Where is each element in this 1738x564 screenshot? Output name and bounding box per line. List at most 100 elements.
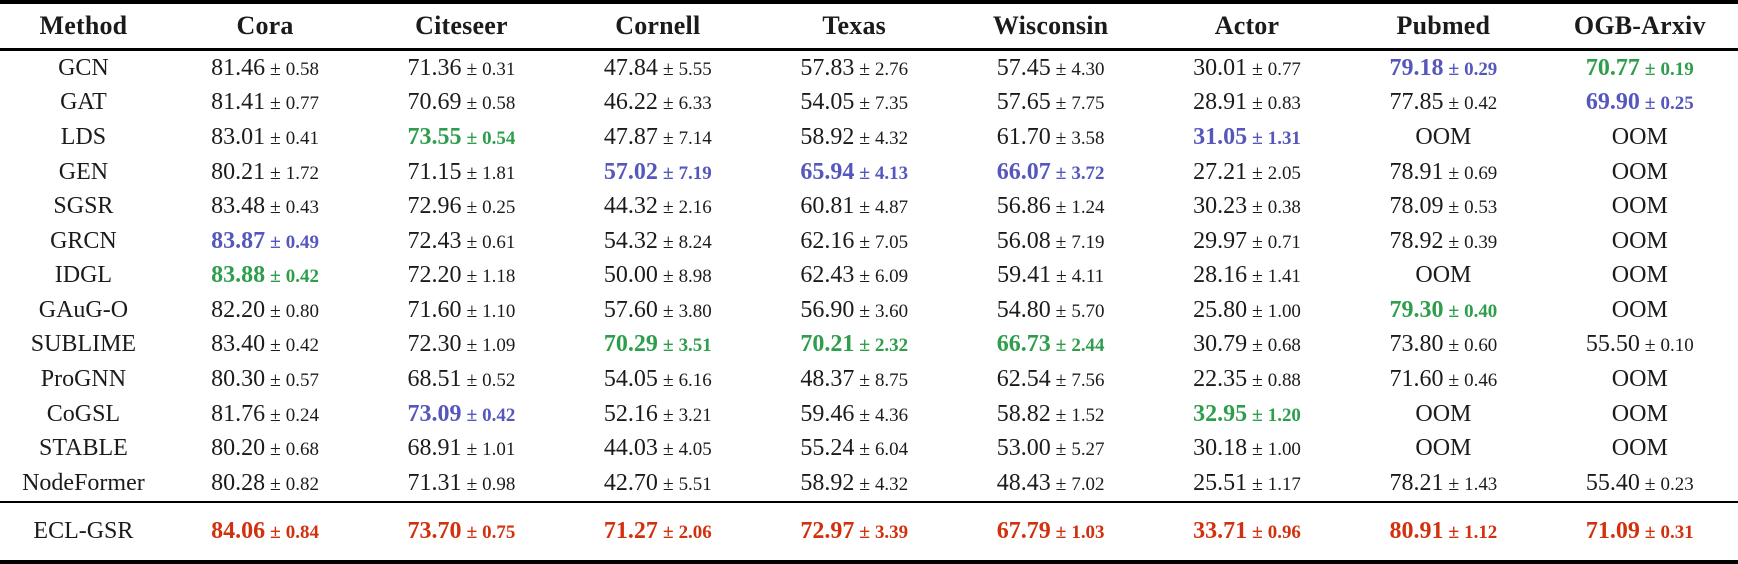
- table-row-lds: LDS 83.01 ± 0.41 73.55 ± 0.54 47.87 ± 7.14 5…: [0, 120, 1738, 155]
- mean-value: 65.94: [800, 158, 855, 185]
- result-cell: 29.97 ± 0.71: [1149, 224, 1345, 259]
- column-header-pubmed: Pubmed: [1345, 2, 1542, 51]
- std-value: 3.72: [1071, 162, 1105, 184]
- std-value: 7.14: [678, 128, 712, 150]
- method-label: LDS: [60, 124, 107, 151]
- std-value: 0.42: [285, 335, 319, 357]
- result-cell: 55.24 ± 6.04: [756, 431, 952, 466]
- plus-minus-symbol: ±: [1247, 438, 1268, 461]
- plus-minus-symbol: ±: [461, 92, 483, 115]
- column-header-citeseer: Citeseer: [363, 2, 560, 51]
- std-value: 0.24: [285, 404, 319, 426]
- result-cell: 83.48 ± 0.43: [167, 189, 363, 224]
- mean-value: 83.88: [211, 262, 266, 289]
- std-value: 7.05: [874, 231, 909, 253]
- result-cell: 84.06 ± 0.84: [166, 500, 364, 562]
- plus-minus-symbol: ±: [657, 230, 679, 253]
- std-value: 0.88: [1267, 369, 1301, 391]
- plus-minus-symbol: ±: [1639, 57, 1661, 80]
- mean-value: 57.02: [603, 158, 658, 185]
- plus-minus-symbol: ±: [1050, 196, 1072, 219]
- column-header-cornell: Cornell: [559, 2, 757, 51]
- mean-value: 48.43: [996, 469, 1051, 496]
- std-value: 0.60: [1464, 335, 1498, 357]
- std-value: 1.18: [482, 266, 516, 288]
- std-value: 0.25: [1660, 93, 1694, 115]
- std-value: 4.11: [1071, 266, 1105, 288]
- mean-value: 71.36: [407, 54, 462, 81]
- result-cell: 71.09 ± 0.31: [1541, 500, 1738, 562]
- result-cell: 79.18 ± 0.29: [1345, 50, 1541, 86]
- result-cell: 58.92 ± 4.32: [756, 466, 952, 502]
- table-row-gen: GEN 80.21 ± 1.72 71.15 ± 1.81 57.02 ± 7.19 6…: [0, 155, 1738, 190]
- std-value: 0.96: [1267, 521, 1301, 543]
- mean-value: 54.32: [603, 227, 658, 254]
- mean-value: 32.95: [1193, 400, 1248, 427]
- mean-value: 52.16: [603, 400, 658, 427]
- mean-value: 50.00: [603, 262, 658, 289]
- std-value: 0.42: [1464, 93, 1498, 115]
- std-value: 0.31: [1660, 521, 1694, 543]
- plus-minus-symbol: ±: [657, 520, 679, 543]
- std-value: 0.29: [1464, 58, 1498, 80]
- plus-minus-symbol: ±: [1247, 196, 1268, 219]
- plus-minus-symbol: ±: [854, 520, 875, 543]
- mean-value: 28.16: [1193, 262, 1248, 289]
- plus-minus-symbol: ±: [265, 127, 286, 150]
- column-header-texas: Texas: [756, 2, 953, 51]
- result-cell: 47.84 ± 5.55: [560, 50, 756, 86]
- std-value: 2.32: [874, 335, 909, 357]
- result-cell: 71.60 ± 0.46: [1345, 362, 1541, 397]
- std-value: 0.40: [1464, 300, 1498, 322]
- std-value: 0.38: [1267, 197, 1301, 219]
- result-cell: 55.50 ± 0.10: [1542, 328, 1738, 363]
- mean-value: 83.01: [211, 124, 266, 151]
- mean-value: 78.09: [1389, 193, 1444, 220]
- mean-value: 78.92: [1389, 227, 1444, 254]
- result-cell: 80.30 ± 0.57: [167, 362, 363, 397]
- std-value: 7.75: [1071, 93, 1105, 115]
- std-value: 0.43: [285, 197, 319, 219]
- plus-minus-symbol: ±: [854, 127, 875, 150]
- std-value: 1.09: [482, 335, 516, 357]
- mean-value: 68.91: [407, 435, 462, 462]
- mean-value: 71.15: [407, 158, 462, 185]
- std-value: 3.51: [678, 335, 712, 357]
- std-value: 1.20: [1267, 404, 1301, 426]
- method-label: GRCN: [50, 227, 117, 254]
- std-value: 0.58: [285, 58, 319, 80]
- mean-value: 47.84: [603, 54, 658, 81]
- mean-value: 82.20: [211, 296, 266, 323]
- plus-minus-symbol: ±: [1443, 161, 1465, 184]
- std-value: 0.84: [285, 521, 319, 543]
- plus-minus-symbol: ±: [1443, 299, 1465, 322]
- std-value: 7.56: [1071, 369, 1105, 391]
- std-value: 0.46: [1464, 369, 1498, 391]
- table-row-gcn: GCN 81.46 ± 0.58 71.36 ± 0.31 47.84 ± 5.55 5…: [0, 50, 1738, 86]
- table-row-sublime: SUBLIME 83.40 ± 0.42 72.30 ± 1.09 70.29 ± 3…: [0, 328, 1738, 363]
- plus-minus-symbol: ±: [1247, 368, 1268, 391]
- std-value: 4.32: [874, 473, 909, 495]
- mean-value: 55.50: [1585, 331, 1640, 358]
- table-row-grcn: GRCN 83.87 ± 0.49 72.43 ± 0.61 54.32 ± 8.24…: [0, 224, 1738, 259]
- std-value: 4.32: [874, 128, 909, 150]
- mean-value: 71.27: [603, 517, 658, 544]
- result-cell: 59.41 ± 4.11: [952, 259, 1148, 294]
- result-cell: 30.79 ± 0.68: [1149, 328, 1345, 363]
- result-cell: 54.32 ± 8.24: [560, 224, 756, 259]
- result-cell: 69.90 ± 0.25: [1542, 86, 1738, 121]
- mean-value: 56.08: [996, 227, 1051, 254]
- result-cell: 48.43 ± 7.02: [952, 466, 1148, 502]
- mean-value: 68.51: [407, 365, 462, 392]
- std-value: 1.31: [1267, 128, 1301, 150]
- result-cell: OOM: [1611, 124, 1668, 151]
- mean-value: 54.05: [800, 89, 855, 116]
- std-value: 0.71: [1267, 231, 1301, 253]
- mean-value: 57.45: [996, 54, 1051, 81]
- std-value: 0.10: [1660, 335, 1694, 357]
- plus-minus-symbol: ±: [461, 230, 483, 253]
- result-cell: 66.07 ± 3.72: [952, 155, 1148, 190]
- result-cell: 73.70 ± 0.75: [363, 500, 560, 562]
- result-cell: 58.82 ± 1.52: [952, 397, 1148, 432]
- plus-minus-symbol: ±: [657, 403, 679, 426]
